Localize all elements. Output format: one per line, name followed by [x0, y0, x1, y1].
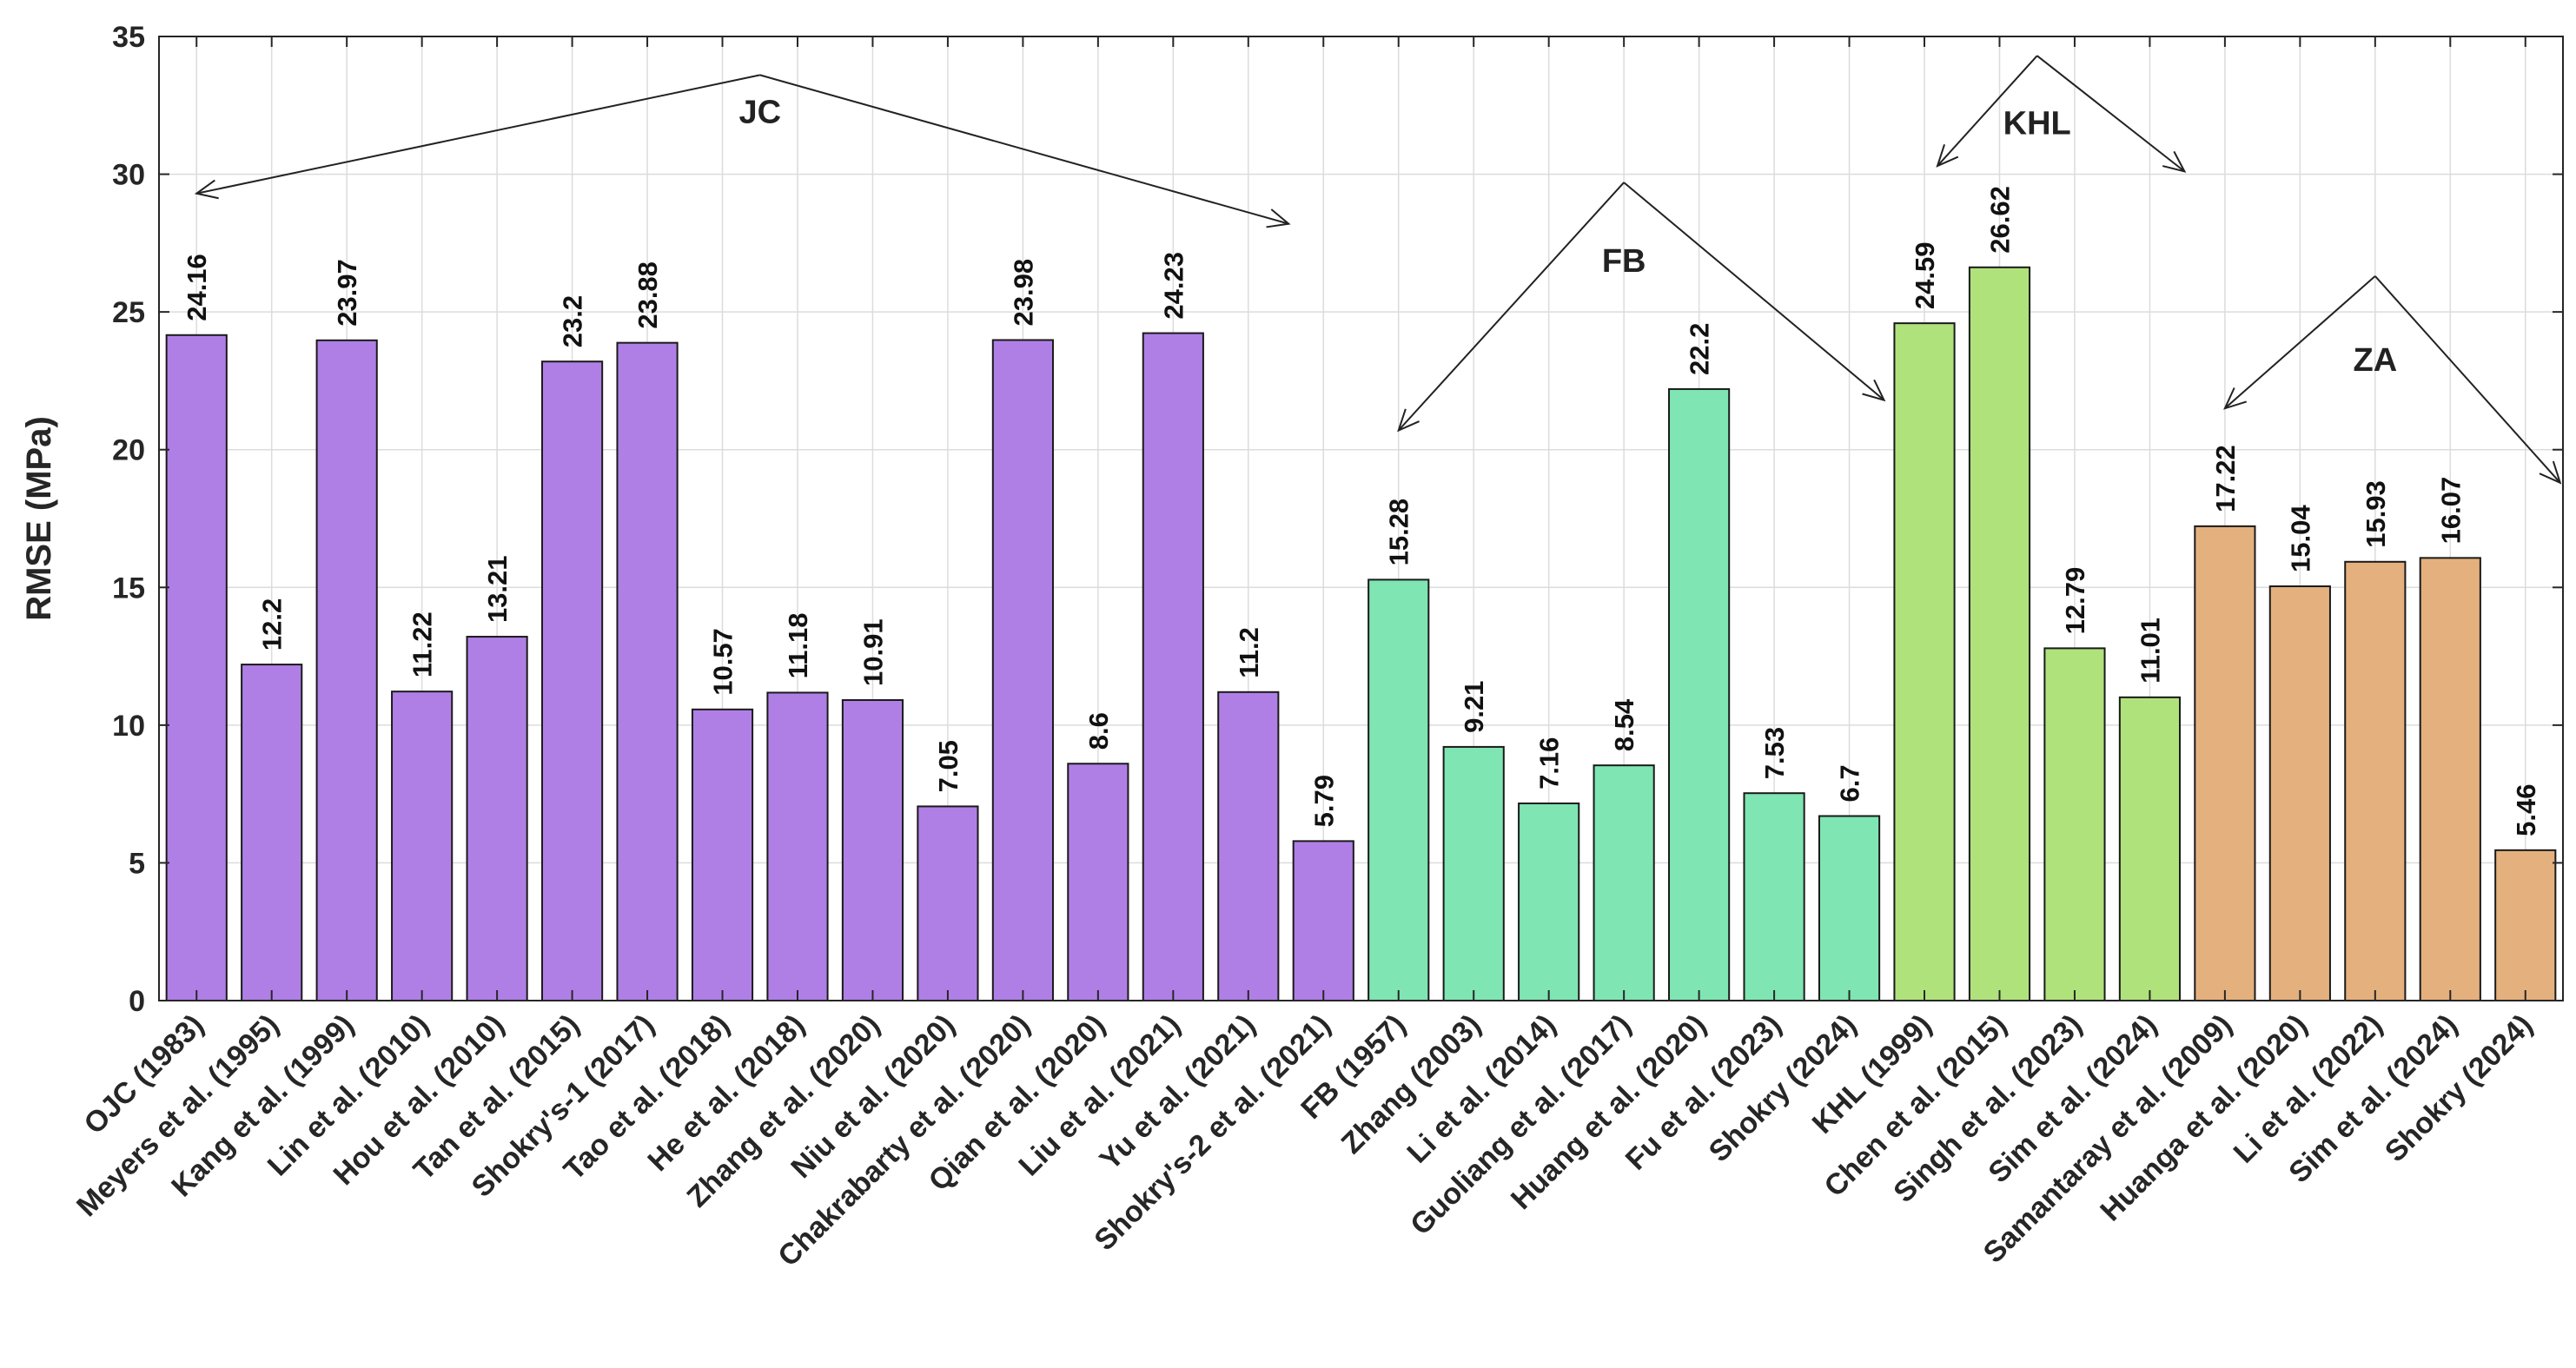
bar: [841, 698, 904, 1001]
bar-value-label: 15.04: [2285, 505, 2315, 572]
bar-value-label: 5.79: [1308, 775, 1339, 827]
y-tick-label: 25: [112, 296, 145, 329]
group-arrow-right: [759, 74, 1289, 225]
bar: [2118, 696, 2182, 1002]
arrowhead: [1936, 144, 1959, 168]
axes-box: [158, 36, 2564, 1001]
bar-value-label: 8.6: [1083, 712, 1114, 750]
group-arrow-right: [1623, 182, 1885, 401]
bar: [1217, 691, 1280, 1001]
group-label: FB: [1602, 243, 1646, 280]
bar: [540, 360, 604, 1001]
bar-value-label: 6.7: [1835, 764, 1865, 802]
bar-value-label: 5.46: [2511, 783, 2541, 836]
bar: [2344, 560, 2407, 1001]
arrowhead: [2539, 460, 2562, 485]
y-tick-label: 35: [112, 21, 145, 54]
bar-value-label: 24.23: [1158, 252, 1189, 320]
bar-value-label: 11.2: [1234, 627, 1264, 678]
group-arrow-right: [2036, 55, 2186, 173]
bar: [2043, 647, 2106, 1001]
bar: [2419, 557, 2481, 1001]
bar: [466, 636, 528, 1001]
y-tick-label: 30: [112, 159, 145, 192]
bar-value-label: 23.88: [632, 261, 663, 329]
bar-value-label: 15.93: [2361, 480, 2391, 548]
bar-value-label: 15.28: [1384, 499, 1414, 566]
y-tick-label: 0: [129, 985, 145, 1018]
y-tick-label: 20: [112, 434, 145, 467]
bar-value-label: 23.98: [1008, 259, 1038, 327]
bar: [1142, 332, 1204, 1001]
bar-value-label: 16.07: [2435, 477, 2466, 545]
bar: [2494, 849, 2557, 1002]
bar-value-label: 23.2: [558, 295, 588, 347]
bar: [165, 334, 228, 1002]
arrowhead: [2223, 387, 2248, 410]
group-label: KHL: [2003, 105, 2071, 142]
bar: [1067, 763, 1129, 1001]
group-arrow-left: [196, 74, 760, 195]
bar: [1668, 387, 1731, 1001]
bar: [917, 805, 979, 1002]
group-arrow-left: [1937, 55, 2038, 167]
bar: [1367, 578, 1430, 1001]
bar: [2194, 525, 2256, 1001]
group-arrow-left: [2224, 275, 2376, 409]
bar-value-label: 7.53: [1759, 727, 1790, 779]
bar-value-label: 24.16: [182, 254, 212, 321]
bar: [315, 339, 378, 1001]
bar-value-label: 11.22: [407, 611, 438, 677]
bar-value-label: 13.21: [482, 555, 513, 623]
arrowhead: [194, 179, 219, 200]
bar: [1292, 840, 1354, 1001]
bar: [2268, 585, 2331, 1001]
y-tick-label: 15: [112, 572, 145, 605]
bar: [1743, 792, 1805, 1001]
group-label: JC: [738, 95, 781, 131]
y-axis-label: RMSE (MPa): [20, 416, 58, 621]
bar-value-label: 11.01: [2135, 618, 2165, 684]
bar: [1518, 802, 1580, 1001]
bar: [391, 691, 454, 1001]
bar: [616, 341, 679, 1002]
bar-value-label: 8.54: [1609, 698, 1639, 751]
bar-value-label: 7.16: [1534, 737, 1565, 790]
bar: [1442, 745, 1505, 1001]
bar-value-label: 12.2: [257, 598, 288, 651]
bar-value-label: 24.59: [1910, 242, 1940, 310]
bar-value-label: 23.97: [332, 259, 362, 327]
bar-value-label: 11.18: [783, 613, 813, 679]
bar-value-label: 17.22: [2210, 445, 2241, 512]
group-arrow-right: [2374, 275, 2561, 484]
group-label: ZA: [2354, 342, 2398, 379]
bar: [766, 691, 829, 1001]
bar: [691, 708, 754, 1002]
group-arrow-left: [1397, 182, 1625, 432]
bar-value-label: 22.2: [1685, 323, 1715, 375]
bar: [1968, 266, 2031, 1002]
bar-value-label: 7.05: [933, 740, 964, 792]
bar: [1893, 322, 1956, 1002]
arrowhead: [2162, 150, 2187, 173]
y-tick-label: 10: [112, 710, 145, 743]
bar-value-label: 12.79: [2060, 567, 2090, 635]
bar-value-label: 26.62: [1984, 186, 2015, 254]
bar: [241, 664, 303, 1001]
bar: [1818, 815, 1881, 1001]
bars-layer: 24.16 12.2 23.97 11.22 13.21 23.2 23.88 10.57 11…: [165, 186, 2557, 1002]
bar-value-label: 10.91: [858, 618, 888, 686]
arrowhead: [1266, 208, 1291, 228]
bar-value-label: 10.57: [708, 628, 738, 696]
group-annotations: JC FB KHL ZA: [194, 55, 2562, 485]
bar: [1593, 764, 1655, 1001]
arrowhead: [1862, 379, 1886, 402]
arrowhead: [1397, 408, 1420, 433]
y-tick-label: 5: [129, 847, 145, 880]
bar-value-label: 9.21: [1459, 681, 1489, 733]
bar: [991, 339, 1054, 1001]
